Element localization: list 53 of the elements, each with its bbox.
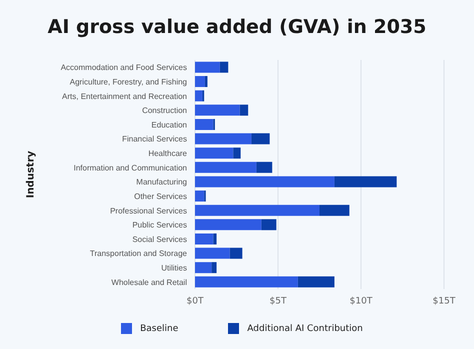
bar <box>233 148 241 159</box>
bar <box>195 219 262 230</box>
y-tick-label: Healthcare <box>148 149 188 158</box>
y-tick-label: Social Services <box>132 234 187 244</box>
y-tick-label: Transportation and Storage <box>90 249 188 258</box>
bar <box>256 162 272 173</box>
bar <box>334 176 397 188</box>
bar <box>213 233 217 244</box>
bar <box>195 162 256 173</box>
bar <box>298 276 334 288</box>
bar <box>204 76 208 88</box>
y-tick-label: Agriculture, Forestry, and Fishing <box>70 77 187 86</box>
y-tick-label: Wholesale and Retail <box>111 278 188 287</box>
y-tick-label: Construction <box>142 106 187 116</box>
bar <box>195 262 212 274</box>
bar <box>195 133 252 144</box>
bar <box>230 248 242 259</box>
bar <box>220 62 228 73</box>
x-tick-label: $15T <box>432 296 456 306</box>
bar <box>251 133 270 144</box>
bar <box>195 104 240 116</box>
y-tick-label: Information and Communication <box>74 163 187 172</box>
y-tick-label: Financial Services <box>122 134 187 144</box>
bar <box>195 190 204 202</box>
chart-title: AI gross value added (GVA) in 2035 <box>46 16 428 38</box>
x-tick-label: $0T <box>186 296 204 306</box>
y-tick-label: Education <box>151 120 187 130</box>
y-tick-label: Public Services <box>132 220 187 230</box>
y-axis-title: Industry <box>26 150 37 198</box>
bar <box>195 233 214 244</box>
bar <box>320 204 350 216</box>
y-tick-label: Professional Services <box>110 206 187 216</box>
bar <box>195 90 202 102</box>
bar <box>195 248 230 259</box>
x-tick-label: $5T <box>270 296 287 306</box>
bar <box>195 118 214 130</box>
bar <box>195 176 334 188</box>
legend-label: Baseline <box>139 323 178 334</box>
bar <box>195 148 234 159</box>
bar <box>261 219 276 230</box>
y-tick-label: Utilities <box>161 264 187 273</box>
bar <box>195 204 320 216</box>
bar <box>195 62 220 73</box>
bar <box>195 76 205 88</box>
bar <box>240 104 248 116</box>
bar <box>195 276 298 288</box>
y-tick-label: Other Services <box>134 192 187 201</box>
y-tick-label: Arts, Entertainment and Recreation <box>62 92 187 101</box>
x-tick-label: $10T <box>350 296 373 306</box>
y-tick-label: Accommodation and Food Services <box>60 63 187 72</box>
legend-label: Additional AI Contribution <box>246 323 363 334</box>
y-tick-label: Manufacturing <box>136 178 187 187</box>
bar <box>212 262 217 274</box>
